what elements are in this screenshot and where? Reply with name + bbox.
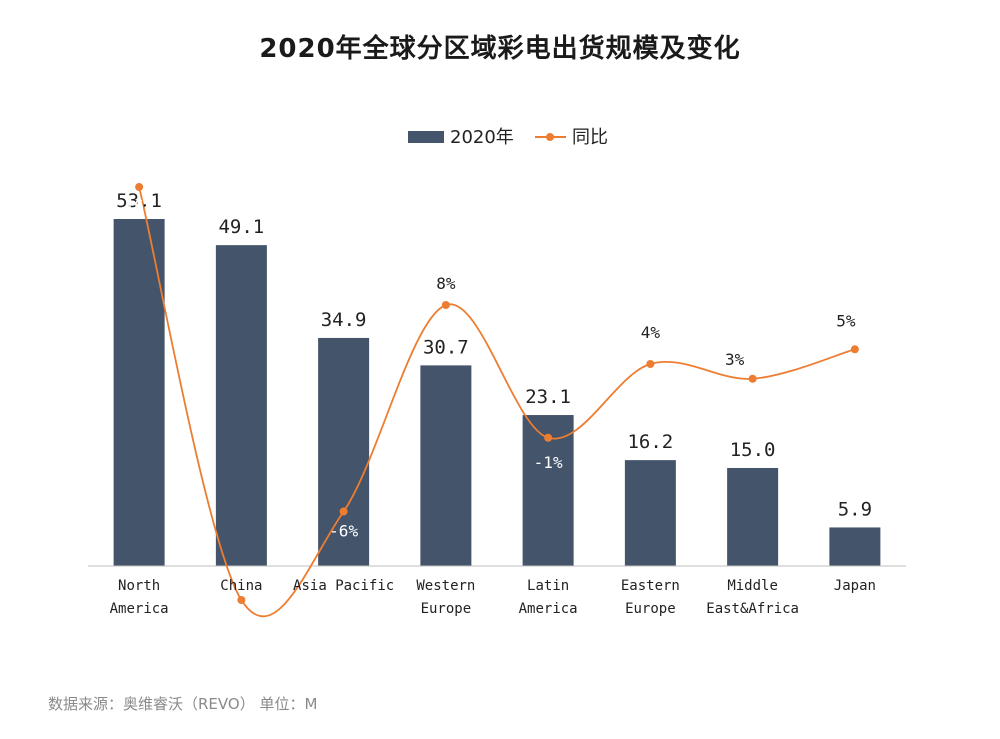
- yoy-value-label: -12%: [222, 611, 261, 630]
- x-tick-label: Japan: [834, 578, 876, 594]
- bar-value-label: 23.1: [525, 386, 571, 408]
- chart-title: 2020年全球分区域彩电出货规模及变化: [259, 34, 741, 64]
- yoy-point: [748, 374, 757, 383]
- x-tick-label: Europe: [421, 601, 472, 617]
- x-tick-label: East&Africa: [706, 601, 799, 617]
- yoy-value-label: 4%: [641, 323, 661, 342]
- legend-bar-swatch: [408, 131, 444, 143]
- x-tick-label: China: [220, 578, 262, 594]
- yoy-point: [544, 433, 553, 442]
- yoy-point: [237, 596, 246, 604]
- x-tick-label: America: [519, 601, 578, 617]
- x-tick-label: Latin: [527, 578, 569, 594]
- legend-line-label: 同比: [572, 127, 608, 148]
- legend: 2020年 同比: [408, 127, 608, 148]
- bar: [829, 527, 881, 566]
- yoy-value-label: -1%: [534, 453, 563, 472]
- bar: [113, 219, 165, 566]
- bars-layer: [113, 219, 881, 567]
- yoy-value-label: 16%: [125, 196, 154, 215]
- yoy-point: [850, 345, 859, 354]
- x-tick-label: America: [110, 601, 169, 617]
- yoy-value-label: 8%: [436, 274, 456, 293]
- bar: [420, 365, 472, 566]
- x-tick-label: Western: [416, 578, 475, 594]
- bar-value-label: 30.7: [423, 336, 469, 358]
- yoy-value-label: -6%: [329, 522, 358, 541]
- x-tick-label: Asia Pacific: [293, 578, 394, 594]
- bar: [727, 467, 779, 566]
- x-tick-label: Eastern: [621, 578, 680, 594]
- bar-value-label: 49.1: [218, 216, 264, 238]
- legend-line-marker: [546, 133, 554, 141]
- x-tick-label: North: [118, 578, 160, 594]
- legend-bar-label: 2020年: [450, 127, 514, 148]
- yoy-value-label: 5%: [836, 311, 856, 330]
- bar: [318, 337, 370, 566]
- source-note: 数据来源：奥维睿沃（REVO） 单位：M: [48, 695, 318, 713]
- yoy-point: [339, 507, 348, 516]
- bar-value-label: 16.2: [627, 431, 673, 453]
- bar-value-label: 34.9: [321, 309, 367, 331]
- line-layer: [135, 183, 859, 618]
- x-tick-label: Middle: [727, 578, 778, 594]
- yoy-point: [646, 360, 655, 368]
- yoy-point: [441, 301, 450, 309]
- yoy-point: [135, 183, 144, 191]
- bar: [215, 245, 267, 567]
- ticks-layer: North America China Asia Pacific Western Euro…: [110, 578, 876, 617]
- bar: [624, 460, 676, 566]
- bar-value-label: 15.0: [730, 439, 776, 461]
- bar-value-label: 53.1: [116, 190, 162, 212]
- labels-layer: 53.1 49.1 34.9 30.7 23.1 16.2 15.0 5.9 16% -12% -6…: [116, 190, 872, 630]
- x-tick-label: Europe: [625, 601, 676, 617]
- bar-value-label: 5.9: [838, 498, 872, 520]
- yoy-value-label: 3%: [725, 350, 745, 369]
